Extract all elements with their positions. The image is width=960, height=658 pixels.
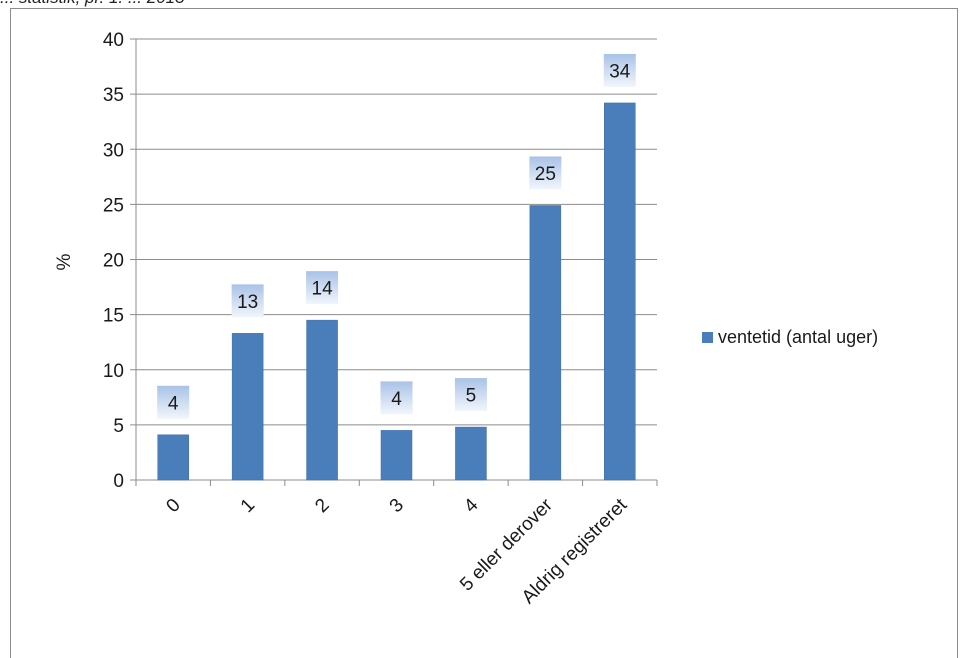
legend-swatch	[702, 332, 713, 343]
y-tick-label: 25	[103, 195, 124, 216]
data-label-box	[306, 271, 339, 305]
x-tick-label: 2	[311, 495, 333, 517]
bar	[231, 333, 264, 481]
data-label-box	[380, 381, 413, 415]
bar	[604, 102, 636, 481]
data-label: 5	[466, 386, 477, 407]
y-tick-label: 40	[103, 30, 124, 51]
data-label-box	[454, 378, 487, 412]
bar	[529, 205, 562, 481]
y-tick-label: 15	[103, 306, 124, 327]
chart-frame	[10, 8, 958, 658]
y-tick-label: 5	[113, 416, 124, 437]
data-label-box	[231, 284, 264, 318]
data-label: 4	[168, 393, 179, 414]
bar	[380, 430, 413, 481]
legend-label: ventetid (antal uger)	[718, 327, 879, 347]
y-tick-label: 35	[103, 85, 124, 106]
y-tick-label: 30	[103, 140, 124, 161]
data-label-box	[157, 385, 190, 419]
legend: ventetid (antal uger)	[702, 327, 878, 348]
x-tick-label: 4	[460, 494, 483, 517]
data-label: 4	[391, 389, 402, 410]
caption-fragment: ... statistik, pr. 1. ... 2013	[0, 0, 185, 8]
data-label: 14	[312, 279, 334, 300]
y-axis-label: %	[54, 253, 75, 270]
data-label-box	[529, 156, 562, 190]
y-tick-label: 0	[113, 471, 124, 492]
bar	[455, 426, 487, 481]
x-tick-label: 3	[386, 495, 408, 517]
data-label-box	[603, 53, 636, 87]
data-label: 13	[237, 292, 258, 313]
data-label: 34	[609, 61, 631, 82]
y-tick-label: 10	[103, 361, 124, 382]
y-tick-label: 20	[103, 251, 124, 272]
x-tick-label: 1	[237, 495, 259, 517]
bar	[157, 434, 189, 481]
bar	[306, 319, 338, 481]
x-tick-label: 0	[162, 495, 184, 517]
data-label: 25	[535, 164, 556, 185]
